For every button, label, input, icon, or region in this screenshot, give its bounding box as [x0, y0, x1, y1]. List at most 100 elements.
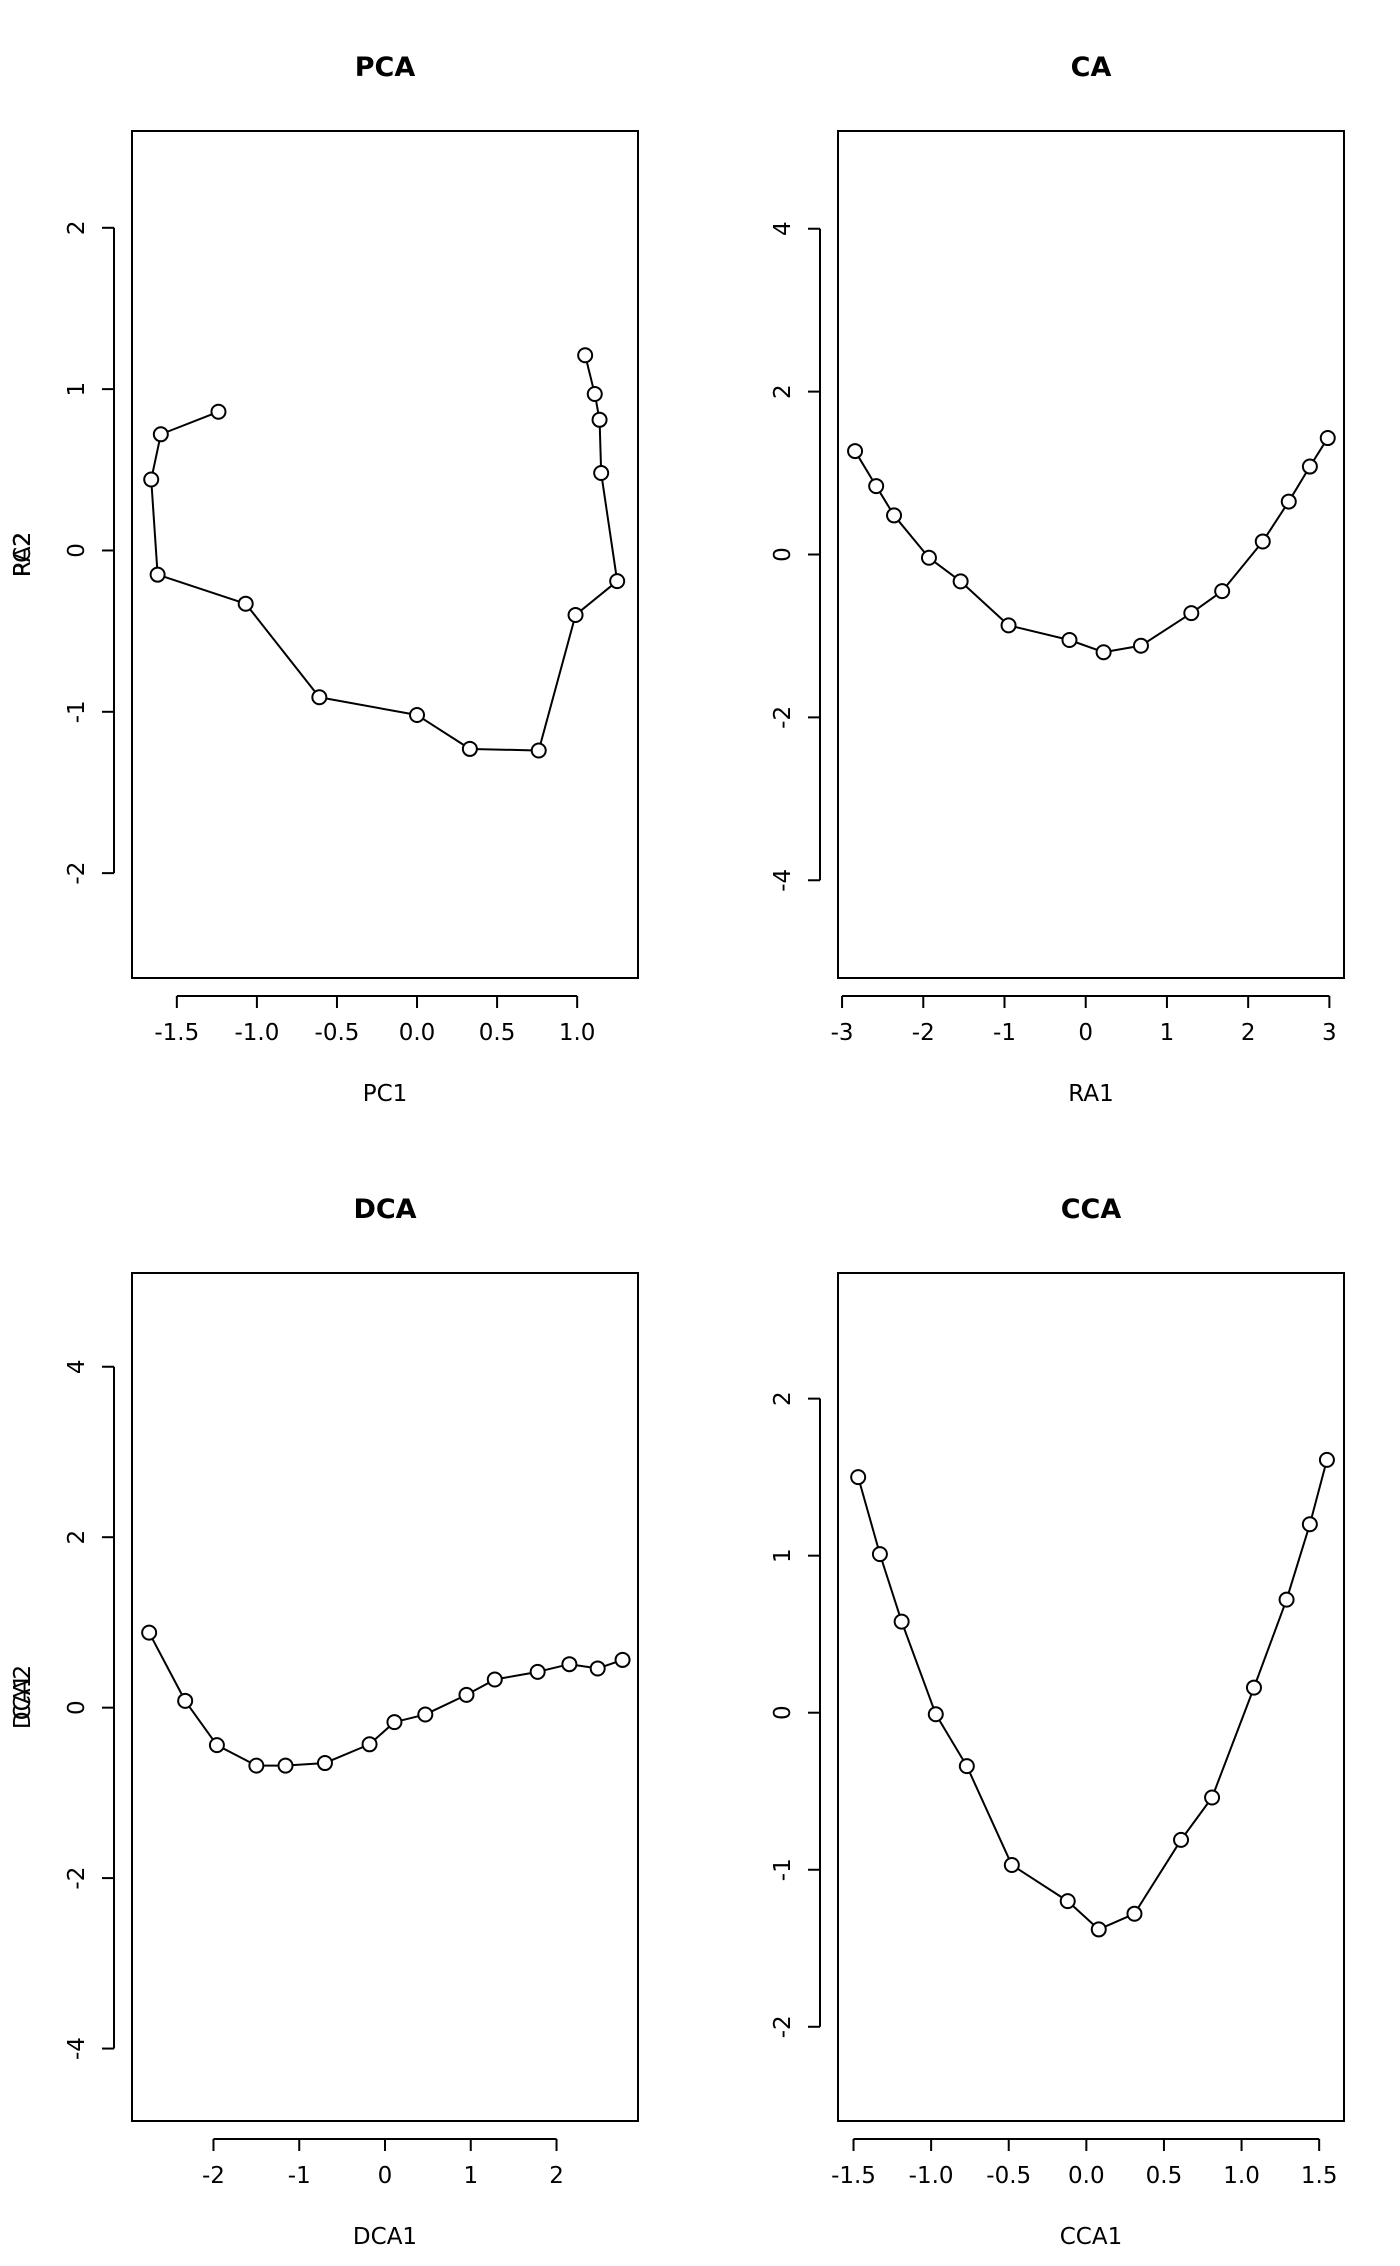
y-tick-label: 0 [770, 1705, 796, 1720]
data-point [1301, 458, 1318, 475]
plot-frame [837, 1272, 1345, 2122]
data-point [529, 1663, 546, 1680]
series-segment [431, 1696, 461, 1713]
series-segment [903, 1627, 935, 1709]
data-point [871, 1546, 888, 1563]
x-tick-label: 2 [549, 2163, 564, 2189]
series-segment [1213, 1693, 1253, 1792]
data-point [614, 1651, 631, 1668]
panel-pca: PCA PC1 PC2 -1.5 -1.0 -0.5 0.0 0.5 1.0 -2 -1 0 1 2 [10, 52, 639, 1107]
series-segment [1225, 546, 1260, 587]
data-point [210, 403, 227, 420]
data-point [143, 471, 160, 488]
x-tick-label: -0.5 [986, 2163, 1031, 2189]
series-segment [1291, 472, 1308, 497]
series-segment [598, 426, 602, 467]
data-point [1003, 1857, 1020, 1874]
x-tick-label: -1 [288, 2163, 311, 2189]
y-tick-label: -4 [770, 869, 796, 892]
series-segment [938, 1719, 965, 1761]
series-segment [857, 456, 874, 481]
y-tick-label: -1 [64, 700, 90, 723]
data-point [248, 1757, 265, 1774]
plot-frame [131, 130, 639, 979]
data-point [893, 1613, 910, 1630]
x-tick-label: -0.5 [315, 1020, 360, 1046]
series-segment [222, 1747, 251, 1764]
data-point [1301, 1516, 1318, 1533]
series-segment [965, 585, 1005, 622]
panel-ca: CA RA1 RA2 -3 -2 -1 0 1 2 3 -4 -2 0 2 4 [10, 52, 1345, 1107]
x-tick-label: -2 [202, 2163, 225, 2189]
series-segment [1184, 1802, 1209, 1835]
y-tick-label: -2 [64, 862, 90, 885]
x-axis-label: DCA1 [353, 2224, 417, 2250]
series-segment [1312, 443, 1325, 462]
x-tick-label: 0 [1078, 1020, 1093, 1046]
series-segment [151, 440, 161, 473]
y-tick-label: -1 [770, 1858, 796, 1881]
series-segment [163, 575, 240, 603]
y-tick-label: 4 [770, 221, 796, 236]
series-segment [968, 1772, 1010, 1860]
data-point [958, 1758, 975, 1775]
x-axis-label: CCA1 [1060, 2224, 1123, 2250]
data-point [1318, 1451, 1335, 1468]
series-segment [881, 1560, 901, 1616]
data-point [1132, 637, 1149, 654]
y-tick-label: 2 [770, 384, 796, 399]
series-segment [544, 1664, 563, 1672]
x-tick-label: 2 [1241, 1020, 1256, 1046]
series-segment [576, 1664, 591, 1669]
series-segment [501, 1672, 531, 1680]
data-point [1254, 533, 1271, 550]
y-tick-label: 0 [770, 547, 796, 562]
data-point [1126, 1905, 1143, 1922]
series-segment [249, 608, 316, 693]
series-segment [897, 520, 926, 553]
chart-title: CCA [1061, 1194, 1122, 1225]
data-point [486, 1671, 503, 1688]
data-point [316, 1755, 333, 1772]
data-point [409, 707, 426, 724]
series-segment [1015, 626, 1063, 640]
data-point [311, 689, 328, 706]
x-tick-label: 1.0 [1223, 2163, 1260, 2189]
series-segment [1287, 1530, 1309, 1594]
data-point [586, 385, 603, 402]
x-tick-label: -1.0 [909, 2163, 954, 2189]
chart-title: DCA [353, 1194, 416, 1225]
panel-cca: CCA CCA1 CA1 -1.5 -1.0 -0.5 0.0 0.5 1.0 1.5 -2 -1 0 1… [10, 1194, 1345, 2250]
data-point [1280, 493, 1297, 510]
series-segment [476, 748, 532, 752]
series-segment [331, 1746, 364, 1762]
data-point [177, 1692, 194, 1709]
data-point [152, 426, 169, 443]
data-point [1059, 1893, 1076, 1910]
panel-dca: DCA DCA1 DCA2 -2 -1 0 1 2 -4 -2 0 2 4 [10, 1194, 639, 2250]
series-segment [878, 491, 892, 510]
chart-title: CA [1071, 52, 1112, 83]
series-segment [601, 479, 618, 575]
data-point [1204, 1789, 1221, 1806]
series-segment [580, 584, 613, 612]
x-tick-label: 1.0 [559, 1020, 596, 1046]
x-tick-label: -1 [993, 1020, 1016, 1046]
y-tick-label: 0 [64, 1700, 90, 1715]
data-point [868, 478, 885, 495]
data-point [149, 566, 166, 583]
x-tick-label: 0.0 [1068, 2163, 1105, 2189]
series-segment [539, 621, 575, 745]
y-axis-label: RA2 [10, 532, 36, 577]
data-point [1214, 583, 1231, 600]
series-segment [585, 361, 595, 388]
y-tick-label: 2 [64, 1530, 90, 1545]
data-point [847, 443, 864, 460]
x-tick-label: -3 [831, 1020, 854, 1046]
y-tick-label: 2 [64, 220, 90, 235]
x-tick-label: 0.5 [1146, 2163, 1183, 2189]
data-point [1173, 1831, 1190, 1848]
data-point [927, 1706, 944, 1723]
data-point [952, 573, 969, 590]
